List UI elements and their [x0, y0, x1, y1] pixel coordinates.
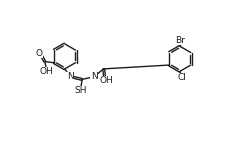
Text: Cl: Cl — [178, 73, 186, 83]
Text: OH: OH — [99, 76, 113, 85]
Text: Br: Br — [175, 36, 185, 45]
Text: N: N — [91, 72, 98, 81]
Text: OH: OH — [39, 67, 53, 76]
Text: O: O — [35, 49, 42, 58]
Text: N: N — [67, 72, 74, 81]
Text: SH: SH — [75, 86, 87, 95]
